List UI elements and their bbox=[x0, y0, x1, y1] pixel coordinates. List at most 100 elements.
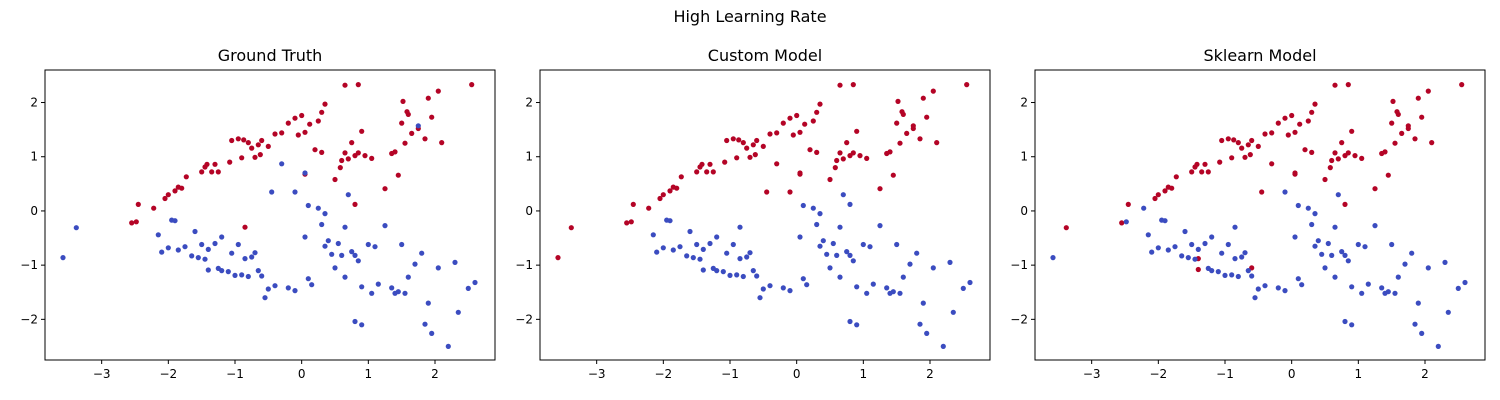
data-point bbox=[697, 256, 703, 262]
data-point bbox=[1329, 157, 1335, 164]
y-tick-label: 1 bbox=[525, 150, 533, 164]
data-point bbox=[435, 88, 441, 94]
data-point bbox=[1229, 272, 1235, 278]
data-point bbox=[1249, 137, 1255, 144]
data-point bbox=[1229, 155, 1235, 161]
data-point bbox=[382, 223, 388, 229]
data-point bbox=[814, 109, 820, 115]
data-point bbox=[817, 243, 823, 249]
data-point bbox=[1255, 286, 1261, 292]
x-tick-label: −3 bbox=[1083, 367, 1101, 381]
data-point bbox=[1141, 205, 1147, 211]
data-point bbox=[722, 159, 728, 165]
y-tick-label: 2 bbox=[1020, 96, 1028, 110]
data-point bbox=[1292, 129, 1298, 135]
data-point bbox=[199, 241, 205, 248]
data-point bbox=[1239, 145, 1245, 151]
data-point bbox=[1125, 201, 1131, 207]
data-point bbox=[165, 192, 171, 198]
data-point bbox=[924, 114, 930, 120]
data-point bbox=[1339, 140, 1345, 146]
data-point bbox=[455, 309, 461, 315]
data-point bbox=[405, 274, 411, 280]
data-point bbox=[900, 111, 906, 117]
data-point bbox=[804, 282, 810, 288]
data-point bbox=[409, 130, 415, 136]
data-point bbox=[800, 276, 806, 282]
data-point bbox=[1412, 136, 1418, 142]
data-point bbox=[684, 253, 690, 259]
data-point bbox=[920, 300, 926, 306]
data-point bbox=[810, 118, 816, 124]
data-point bbox=[1329, 252, 1335, 258]
subplot-2: Custom Model −3 −2 −1 0 1 2 −2 −1 0 1 2 bbox=[515, 46, 991, 381]
data-point bbox=[425, 95, 431, 101]
data-point bbox=[192, 228, 198, 235]
data-point bbox=[1192, 256, 1198, 262]
data-point bbox=[1385, 172, 1391, 178]
data-point bbox=[860, 241, 866, 248]
data-point bbox=[245, 140, 251, 146]
data-point bbox=[834, 157, 840, 164]
x-tick-label: −1 bbox=[1216, 367, 1234, 381]
data-point bbox=[877, 186, 883, 192]
data-point bbox=[1349, 322, 1355, 328]
data-point bbox=[285, 285, 291, 291]
data-point bbox=[760, 143, 766, 149]
data-point bbox=[800, 202, 806, 209]
data-point bbox=[774, 130, 780, 136]
data-point bbox=[1195, 266, 1201, 273]
data-point bbox=[1063, 225, 1069, 231]
data-point bbox=[1419, 114, 1425, 120]
data-point bbox=[1219, 250, 1225, 256]
data-point bbox=[1342, 252, 1348, 258]
data-point bbox=[827, 265, 833, 271]
data-point bbox=[349, 140, 355, 146]
data-point bbox=[319, 149, 325, 155]
data-point bbox=[1282, 189, 1288, 195]
data-point bbox=[897, 290, 903, 296]
data-point bbox=[678, 174, 684, 180]
data-point bbox=[964, 82, 970, 88]
data-point bbox=[1332, 274, 1338, 280]
y-tick-label: 1 bbox=[30, 150, 38, 164]
data-point bbox=[568, 225, 574, 231]
data-point bbox=[807, 147, 813, 153]
data-point bbox=[895, 98, 901, 104]
data-point bbox=[840, 192, 846, 198]
data-point bbox=[814, 221, 820, 228]
data-point bbox=[744, 254, 750, 260]
data-point bbox=[175, 247, 181, 253]
data-point bbox=[1225, 136, 1231, 142]
data-point bbox=[292, 189, 298, 195]
data-point bbox=[302, 129, 308, 135]
data-point bbox=[837, 150, 843, 156]
data-point bbox=[904, 130, 910, 136]
data-point bbox=[1242, 250, 1248, 256]
data-point bbox=[837, 274, 843, 280]
data-point bbox=[1182, 228, 1188, 235]
data-point bbox=[1152, 195, 1158, 202]
data-point bbox=[1327, 165, 1333, 171]
y-tick-label: −1 bbox=[1010, 258, 1028, 272]
data-point bbox=[399, 241, 405, 248]
data-point bbox=[179, 185, 185, 191]
data-point bbox=[1194, 161, 1200, 167]
data-point bbox=[1389, 120, 1395, 126]
data-point bbox=[1165, 247, 1171, 253]
data-point bbox=[850, 150, 856, 156]
data-point bbox=[419, 250, 425, 256]
x-tick-label: −3 bbox=[588, 367, 606, 381]
data-point bbox=[1247, 152, 1253, 158]
data-point bbox=[1395, 274, 1401, 280]
data-point bbox=[660, 245, 666, 251]
data-point bbox=[1402, 261, 1408, 267]
data-point bbox=[630, 201, 636, 207]
data-point bbox=[369, 290, 375, 296]
data-point bbox=[269, 189, 275, 195]
data-point bbox=[924, 330, 930, 336]
axes-frame bbox=[44, 69, 496, 361]
data-point bbox=[195, 255, 201, 261]
data-point bbox=[740, 140, 746, 146]
data-point bbox=[182, 244, 188, 250]
